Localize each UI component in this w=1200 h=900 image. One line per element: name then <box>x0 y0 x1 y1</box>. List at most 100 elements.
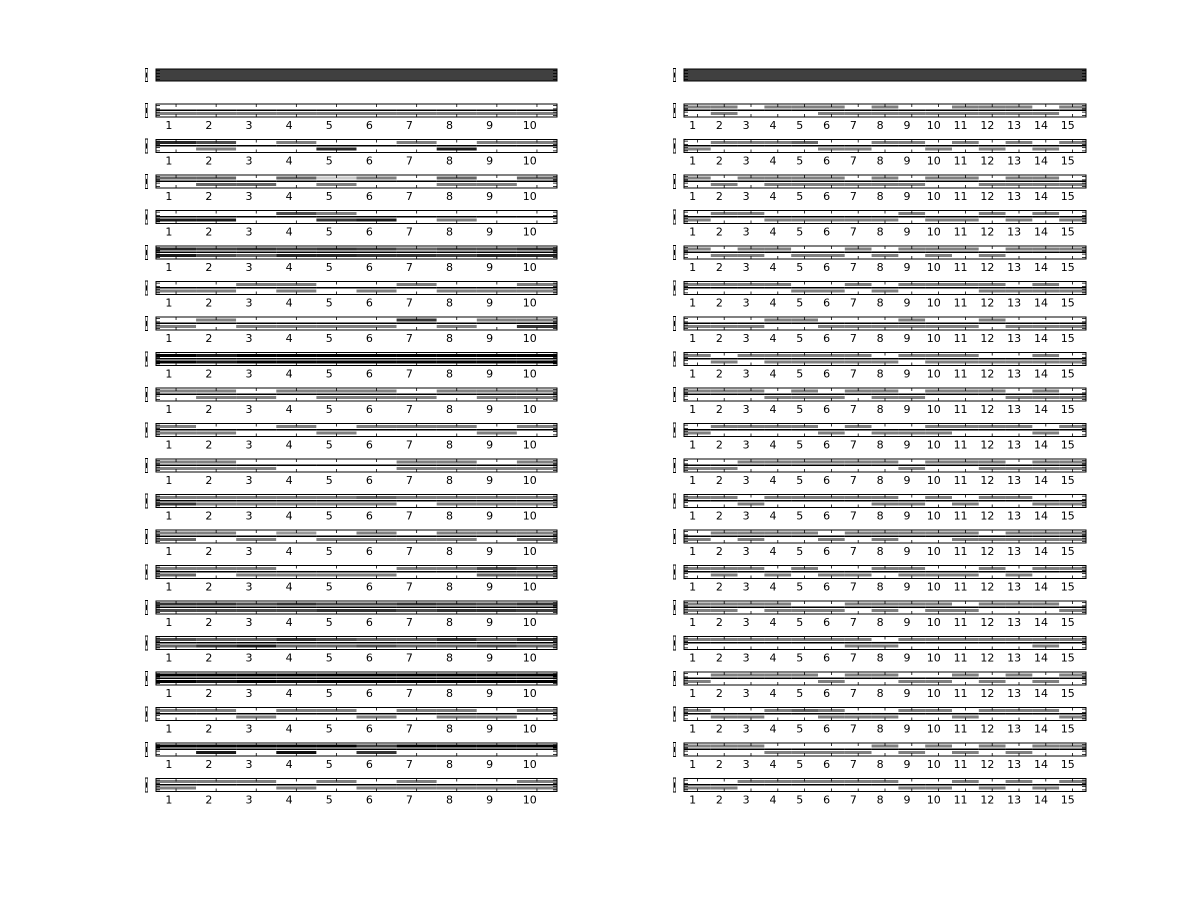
x-tick-label: 1 <box>689 226 696 239</box>
heatmap-cell <box>1032 751 1060 754</box>
heatmap-cell-divider <box>764 535 792 537</box>
x-tick-label: 3 <box>743 297 750 310</box>
y-tick-glyph <box>673 564 676 580</box>
heatmap-strip <box>683 245 1087 260</box>
heatmap-cell <box>1005 254 1033 257</box>
heatmap-cell <box>156 325 197 328</box>
heatmap-cell <box>276 360 317 364</box>
heatmap-cell-divider <box>196 500 237 502</box>
x-tick-label: 13 <box>1007 368 1021 381</box>
heatmap-cell <box>516 183 557 186</box>
heatmap-cell-divider <box>898 322 926 324</box>
heatmap-strip <box>155 636 558 650</box>
heatmap-cell <box>1005 360 1033 364</box>
x-tick-label: 1 <box>165 226 172 239</box>
y-tick-glyph <box>673 174 676 189</box>
heatmap-cell <box>898 360 926 364</box>
heatmap-cell <box>1005 609 1033 612</box>
x-tick-label: 2 <box>716 510 723 523</box>
heatmap-cell-divider <box>1005 180 1033 182</box>
heatmap-cell-divider <box>436 713 477 715</box>
x-tick-label: 7 <box>406 652 413 665</box>
heatmap-cell <box>925 573 952 577</box>
heatmap-cell-divider <box>156 748 197 750</box>
heatmap-cell-divider <box>316 535 357 537</box>
x-tick-label: 3 <box>743 119 750 132</box>
heatmap-cell <box>156 786 197 790</box>
x-tick-label: 9 <box>486 226 493 239</box>
x-tick-label: 9 <box>486 758 493 771</box>
heatmap-cell <box>196 325 237 328</box>
heatmap-cell-divider <box>436 677 477 679</box>
x-tick-label: 1 <box>689 368 696 381</box>
heatmap-cell-divider <box>710 642 738 644</box>
heatmap-cell <box>818 680 845 683</box>
x-tick-label: 14 <box>1034 190 1048 203</box>
heatmap-strip <box>155 423 558 437</box>
heatmap-cell <box>1032 609 1060 612</box>
heatmap-cell-divider <box>476 713 517 715</box>
x-tick-label: 7 <box>850 794 857 807</box>
heatmap-cell <box>844 147 872 151</box>
x-tick-label: 12 <box>980 439 994 452</box>
x-tick-label: 4 <box>769 190 776 203</box>
x-tick-label: 8 <box>877 155 884 168</box>
x-tick-label: 10 <box>523 474 537 487</box>
heatmap-cell <box>276 147 317 151</box>
heatmap-cell <box>844 218 872 222</box>
heatmap-cell <box>925 751 952 754</box>
heatmap-cell <box>898 112 926 115</box>
heatmap-cell <box>156 680 197 683</box>
x-tick-label: 13 <box>1007 155 1021 168</box>
x-tick-label: 8 <box>877 332 884 345</box>
x-tick-label: 4 <box>769 368 776 381</box>
heatmap-cell <box>898 218 926 222</box>
x-tick-label: 2 <box>716 545 723 558</box>
heatmap-cell <box>737 431 765 435</box>
heatmap-cell-divider <box>156 216 197 218</box>
heatmap-cell <box>156 609 197 612</box>
heatmap-cell-divider <box>925 429 952 431</box>
heatmap-cell-divider <box>396 322 437 324</box>
heatmap-cell-divider <box>196 464 237 466</box>
heatmap-cell <box>710 573 738 577</box>
heatmap-cell-divider <box>516 145 557 147</box>
heatmap-cell <box>978 538 1006 541</box>
heatmap-cell-divider <box>1005 677 1033 679</box>
heatmap-cell-divider <box>952 784 979 786</box>
y-tick-glyph <box>145 529 148 544</box>
x-tick-label: 8 <box>446 510 453 523</box>
heatmap-cell <box>898 289 926 293</box>
heatmap-cell <box>316 680 357 683</box>
heatmap-cell <box>818 715 845 719</box>
heatmap-cell-divider <box>818 216 845 218</box>
x-tick-label: 1 <box>689 581 696 594</box>
heatmap-cell <box>276 289 317 293</box>
heatmap-cell <box>1059 467 1086 470</box>
heatmap-cell-divider <box>356 322 397 324</box>
heatmap-cell-divider <box>156 464 197 466</box>
heatmap-cell-divider <box>791 606 818 608</box>
heatmap-cell <box>710 467 738 470</box>
heatmap-cell <box>737 289 765 293</box>
heatmap-cell-divider <box>818 606 845 608</box>
x-tick-label: 3 <box>246 119 253 132</box>
heatmap-cell-divider <box>898 784 926 786</box>
heatmap-cell-divider <box>978 322 1006 324</box>
heatmap-cell-divider <box>1005 145 1033 147</box>
heatmap-cell-divider <box>396 287 437 289</box>
heatmap-cell-divider <box>871 429 899 431</box>
x-tick-label: 13 <box>1007 226 1021 239</box>
heatmap-cell-divider <box>436 748 477 750</box>
x-tick-label: 12 <box>980 297 994 310</box>
heatmap-cell <box>925 325 952 328</box>
heatmap-strip <box>683 636 1087 650</box>
heatmap-cell <box>156 396 197 399</box>
heatmap-cell <box>516 573 557 577</box>
heatmap-cell-divider <box>710 535 738 537</box>
heatmap-cell <box>1005 751 1033 754</box>
heatmap-cell-divider <box>844 464 872 466</box>
heatmap-cell-divider <box>978 358 1006 360</box>
heatmap-strip <box>155 103 558 118</box>
x-tick-label: 11 <box>954 794 968 807</box>
